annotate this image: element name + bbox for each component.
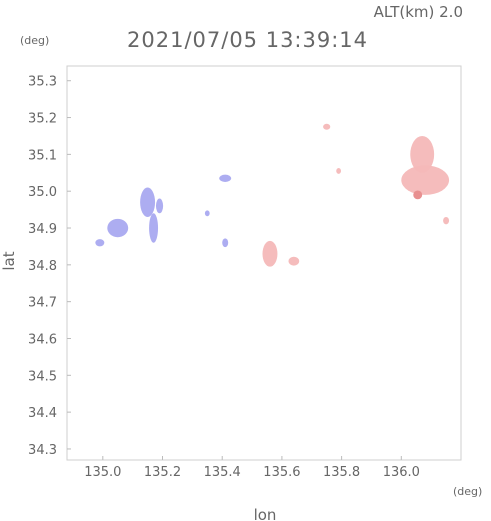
- approaching-echo-region: [95, 239, 105, 247]
- receding-echo-core: [413, 190, 423, 200]
- y-axis-label: lat: [0, 251, 18, 270]
- x-tick-label: 135.2: [144, 465, 181, 480]
- y-tick-label: 34.8: [28, 259, 57, 274]
- x-tick-label: 135.0: [84, 465, 121, 480]
- plot-frame: [66, 65, 462, 461]
- altitude-label: ALT(km) 2.0: [374, 3, 463, 21]
- y-tick-label: 34.4: [28, 406, 57, 421]
- y-tick-label: 35.3: [28, 75, 57, 90]
- y-tick-label: 34.7: [28, 296, 57, 311]
- receding-echo-region: [401, 165, 450, 195]
- y-unit-label: (deg): [20, 34, 49, 47]
- approaching-echo-region: [149, 213, 159, 243]
- chart-title: 2021/07/05 13:39:14: [127, 28, 368, 52]
- approaching-echo-region: [155, 198, 164, 214]
- receding-echo-region: [323, 123, 331, 130]
- y-tick-label: 34.5: [28, 369, 57, 384]
- approaching-echo-region: [204, 210, 210, 217]
- x-tick-label: 135.6: [263, 465, 300, 480]
- y-tick-label: 35.1: [28, 148, 57, 163]
- y-tick-label: 34.6: [28, 332, 57, 347]
- x-unit-label: (deg): [453, 485, 482, 498]
- approaching-echo-region: [140, 187, 156, 217]
- approaching-echo-region: [222, 238, 229, 248]
- receding-echo-region: [288, 256, 300, 266]
- y-tick-label: 34.3: [28, 443, 57, 458]
- y-tick-label: 35.0: [28, 185, 57, 200]
- receding-echo-region: [336, 167, 342, 174]
- y-tick-label: 35.2: [28, 112, 57, 127]
- receding-echo-region: [410, 135, 435, 173]
- receding-echo-region: [443, 216, 450, 225]
- x-tick-label: 136.0: [383, 465, 420, 480]
- approaching-echo-region: [107, 218, 129, 238]
- receding-echo-region: [262, 240, 278, 267]
- x-tick-label: 135.8: [323, 465, 360, 480]
- y-tick-label: 34.9: [28, 222, 57, 237]
- x-tick-label: 135.4: [204, 465, 241, 480]
- approaching-echo-region: [219, 174, 232, 182]
- x-axis-label: lon: [254, 506, 277, 521]
